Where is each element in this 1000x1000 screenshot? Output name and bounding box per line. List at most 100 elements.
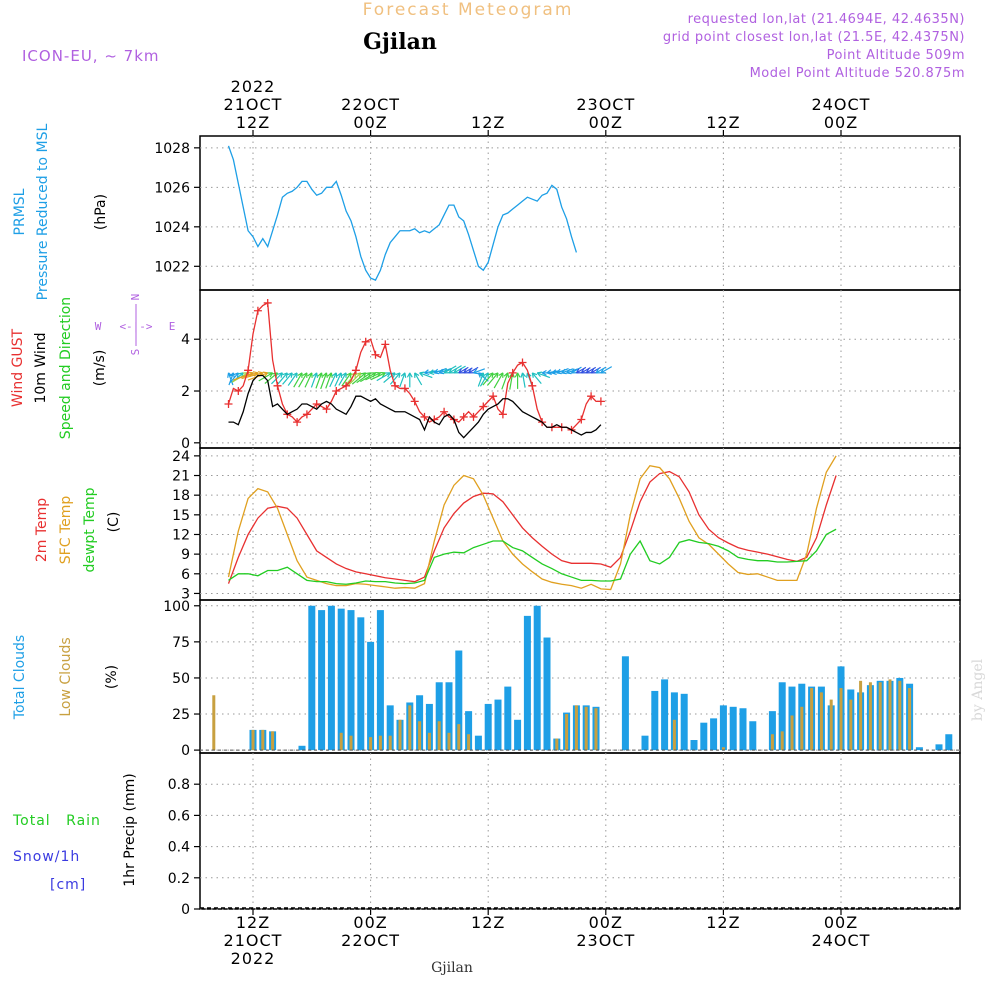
low-cloud-bar <box>339 732 343 751</box>
wind-arrow <box>521 372 526 388</box>
compass-north: N <box>129 294 142 301</box>
wind-arrow <box>338 372 347 386</box>
wind-arrow-head <box>346 372 352 378</box>
x-tick-label: 24OCT <box>812 95 871 114</box>
wind-y-ticks: 0 2 4 <box>181 332 200 452</box>
gust-marker <box>518 358 527 367</box>
low-cloud-bar <box>888 679 892 751</box>
wind-arrow <box>360 372 376 383</box>
wind-arrow-head <box>520 372 527 378</box>
x-tick-label: 00Z <box>589 913 623 932</box>
clouds-y-ticks: 0 25 50 75 100 <box>163 599 200 759</box>
wind-arrow-head <box>331 372 338 378</box>
total-cloud-bar <box>298 745 306 751</box>
wind-arrow <box>315 372 323 389</box>
low-cloud-bar <box>467 734 471 751</box>
total-cloud-bar <box>504 686 512 751</box>
y-tick-label: 2 <box>181 384 190 400</box>
total-cloud-bar <box>739 708 747 751</box>
wind-arrow-head <box>312 372 319 378</box>
wind-arrow <box>571 366 582 374</box>
gust-marker <box>440 407 449 416</box>
x-tick-label: 12Z <box>471 913 505 932</box>
total-cloud-bar <box>719 705 727 751</box>
total-cloud-bar <box>357 617 365 751</box>
series-dewpt-temp <box>228 528 837 585</box>
wind-arrow-head <box>355 372 362 378</box>
gust-marker <box>528 381 537 390</box>
total-cloud-bar <box>543 637 551 751</box>
wind-arrow-head <box>292 372 298 378</box>
wind-arrow <box>376 372 391 382</box>
y-tick-label: 50 <box>172 671 190 687</box>
temp-label-sfc: SFC Temp <box>58 496 74 565</box>
wind-arrow-head <box>531 372 538 378</box>
wind-arrow-head <box>546 369 552 376</box>
wind-arrow-head <box>458 368 464 374</box>
wind-arrow-head <box>595 368 602 374</box>
requested-coords: requested lon,lat (21.4694E, 42.4635N) <box>688 12 965 27</box>
wind-arrow <box>576 366 587 374</box>
wind-arrow-head <box>302 372 308 378</box>
pressure-panel: 1022 1024 1026 1028 PRMSL Pressure Reduced … <box>12 123 961 300</box>
wind-panel: 0 2 4 Wind GUST 10m Wind Speed and Directi… <box>10 289 961 452</box>
x-tick-label: 00Z <box>353 113 387 132</box>
wind-arrow <box>600 366 613 374</box>
precip-plot-frame <box>199 752 961 910</box>
wind-arrow-head <box>395 372 401 378</box>
footer-location: Gjilan <box>431 960 473 976</box>
low-cloud-bar <box>594 708 598 751</box>
point-altitude: Point Altitude 509m <box>827 48 965 63</box>
gust-marker <box>322 405 331 414</box>
x-tick-label: 12Z <box>471 113 505 132</box>
low-cloud-bar <box>859 680 863 751</box>
wind-arrow-head <box>514 372 521 378</box>
legend-snow: Snow/1h <box>13 849 80 865</box>
gust-marker <box>361 337 370 346</box>
total-cloud-bar <box>445 682 453 751</box>
pressure-label-msl: Pressure Reduced to MSL <box>35 123 51 300</box>
total-cloud-bar <box>641 735 649 751</box>
low-cloud-bar <box>251 729 255 751</box>
gust-marker <box>577 415 586 424</box>
wind-arrow-head <box>438 368 445 375</box>
wind-arrow-head <box>419 371 425 378</box>
total-cloud-bar <box>484 703 492 751</box>
wind-arrow <box>325 372 332 389</box>
wind-arrow <box>258 372 273 382</box>
wind-arrow-head <box>424 369 430 376</box>
y-tick-label: 18 <box>172 488 190 504</box>
wind-arrow-head <box>429 369 435 376</box>
low-cloud-bar <box>898 680 902 751</box>
y-tick-label: 24 <box>172 449 190 465</box>
low-cloud-bar <box>849 699 853 751</box>
wind-arrow <box>448 365 462 374</box>
low-cloud-bar <box>369 737 373 751</box>
x-tick-label: 21OCT <box>224 95 283 114</box>
gust-marker <box>273 381 282 390</box>
gust-marker <box>459 412 468 421</box>
low-cloud-bar <box>271 731 275 751</box>
wind-arrow <box>236 372 259 380</box>
wind-arrow-head <box>575 368 582 374</box>
wind-arrow <box>585 366 597 374</box>
series-2m-temp <box>227 470 837 584</box>
low-cloud-bar <box>584 706 588 751</box>
wind-arrow-head <box>566 368 572 375</box>
y-tick-label: 1028 <box>154 141 190 157</box>
gust-marker <box>508 368 517 377</box>
wind-arrow-head <box>400 372 407 378</box>
low-cloud-bar <box>437 721 441 751</box>
series-prmsl <box>227 145 578 281</box>
low-cloud-bar <box>721 747 725 751</box>
legend-total-rain: Total Rain <box>12 813 101 829</box>
wind-arrow-head <box>336 372 343 378</box>
wind-arrow <box>228 372 234 386</box>
x-tick-label: 12Z <box>706 113 740 132</box>
wind-arrow <box>453 365 466 374</box>
wind-arrow-head <box>570 368 577 374</box>
total-cloud-bar <box>465 711 473 751</box>
wind-arrow-head <box>414 372 420 378</box>
wind-arrow <box>493 372 504 389</box>
